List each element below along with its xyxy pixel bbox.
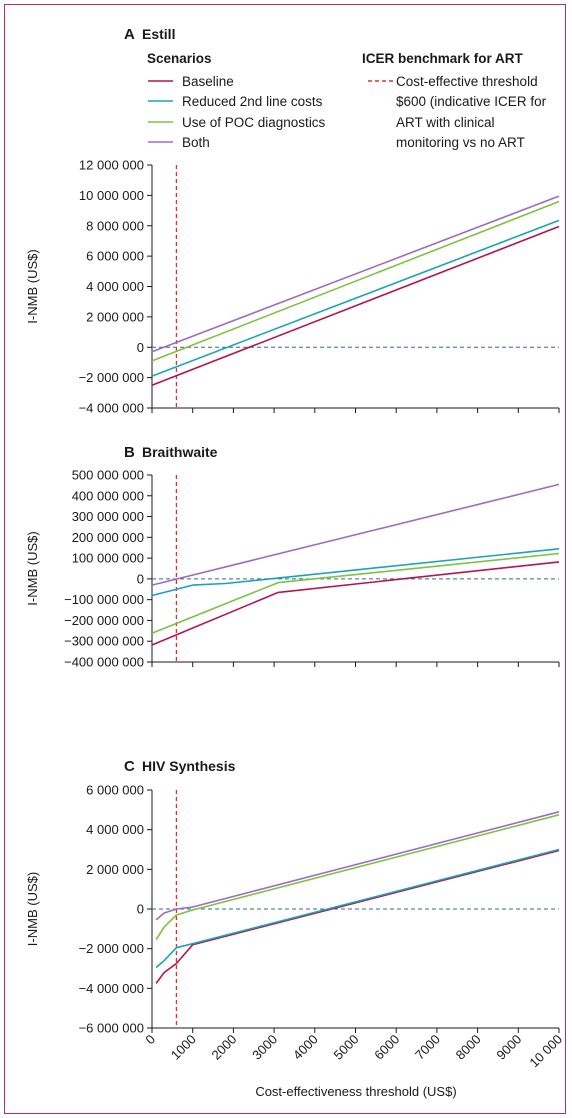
panel-a-series-use-of-poc-diagnostics <box>151 200 560 362</box>
chart-panel-c: −6 000 000 −4 000 000 −2 000 000 0 2 000 000… <box>25 783 560 1036</box>
panel-c-ytick-label: −2 000 000 <box>79 941 144 956</box>
x-tick-label: 5000 <box>331 1032 362 1063</box>
panel-a-ytick-label: 4 000 000 <box>86 279 144 294</box>
legend-label-poc: Use of POC diagnostics <box>182 115 326 130</box>
panel-b-series-use-of-poc-diagnostics <box>151 552 560 635</box>
panel-a-series-reduced-2nd-line-costs <box>151 219 560 377</box>
panel-a-y-axis-label: I-NMB (US$) <box>25 249 40 323</box>
panel-c-y-axis-label: I-NMB (US$) <box>25 872 40 946</box>
panel-c-header: C HIV Synthesis <box>124 758 236 775</box>
panel-b-ytick-label: −200 000 000 <box>64 613 144 628</box>
panel-b-series-baseline <box>151 561 560 646</box>
x-axis-tick-labels: 0 1000 2000 3000 4000 5000 6000 7000 8000 9000 10 … <box>142 1032 565 1071</box>
panel-b-y-axis-label: I-NMB (US$) <box>25 531 40 605</box>
x-tick-label: 9000 <box>493 1032 524 1063</box>
legend-scenarios-title: Scenarios <box>147 51 212 66</box>
legend: Scenarios Baseline Reduced 2nd line cost… <box>147 51 547 150</box>
legend-icer-line-2: $600 (indicative ICER for <box>396 94 547 109</box>
figure-frame <box>4 4 566 1114</box>
panel-a-series-baseline <box>151 225 560 386</box>
x-tick-label: 1000 <box>168 1032 199 1063</box>
panel-a-ytick-label: 6 000 000 <box>86 249 144 264</box>
panel-c-series-use-of-poc-diagnostics <box>155 814 560 941</box>
panel-b-ytick-label: 300 000 000 <box>72 509 144 524</box>
panel-a-series-both <box>151 195 560 353</box>
panel-c-ytick-label: −6 000 000 <box>79 1021 144 1036</box>
panel-c-ytick-label: 6 000 000 <box>86 783 144 798</box>
legend-icer-line-4: monitoring vs no ART <box>396 135 525 150</box>
panel-c-ytick-label: −4 000 000 <box>79 981 144 996</box>
panel-b-series-both <box>151 483 560 586</box>
panel-b-ytick-label: 100 000 000 <box>72 551 144 566</box>
panel-b-ytick-label: 200 000 000 <box>72 530 144 545</box>
panel-a-header: A Estill <box>124 26 175 43</box>
x-tick-label: 2000 <box>208 1032 239 1063</box>
panel-a-letter: A <box>124 26 135 43</box>
panel-c-ytick-label: 0 <box>137 902 144 917</box>
x-tick-label: 10 000 <box>526 1032 565 1071</box>
panel-b-ytick-label: 500 000 000 <box>72 468 144 483</box>
panel-a-ytick-label: −4 000 000 <box>79 401 144 416</box>
chart-panel-a: −4 000 000 −2 000 000 0 2 000 000 4 000 000 6… <box>25 158 560 416</box>
panel-a-title: Estill <box>142 26 175 42</box>
panel-c-title: HIV Synthesis <box>142 758 236 774</box>
legend-label-both: Both <box>182 135 210 150</box>
x-axis-label: Cost-effectiveness threshold (US$) <box>255 1084 456 1099</box>
panel-b-ytick-label: −400 000 000 <box>64 655 144 670</box>
legend-icer-line-1: Cost-effective threshold <box>396 74 538 89</box>
panel-a-ytick-label: 2 000 000 <box>86 309 144 324</box>
panel-b-ytick-label: 400 000 000 <box>72 488 144 503</box>
chart-panel-b: −400 000 000 −300 000 000 −200 000 000 −100… <box>25 468 560 670</box>
x-tick-label: 8000 <box>453 1032 484 1063</box>
legend-icer-line-3: ART with clinical <box>396 115 495 130</box>
panel-b-title: Braithwaite <box>142 444 218 460</box>
x-tick-label: 7000 <box>412 1032 443 1063</box>
panel-c-letter: C <box>124 758 135 775</box>
panel-c-ytick-label: 4 000 000 <box>86 822 144 837</box>
panel-a-ytick-label: 8 000 000 <box>86 218 144 233</box>
x-tick-label: 0 <box>142 1032 158 1048</box>
panel-b-header: B Braithwaite <box>124 444 218 461</box>
panel-b-ytick-label: −300 000 000 <box>64 634 144 649</box>
x-tick-label: 3000 <box>249 1032 280 1063</box>
panel-b-ytick-label: 0 <box>137 571 144 586</box>
panel-a-ytick-label: 10 000 000 <box>79 188 144 203</box>
panel-a-ytick-label: −2 000 000 <box>79 370 144 385</box>
panel-c-ytick-label: 2 000 000 <box>86 862 144 877</box>
x-tick-label: 6000 <box>371 1032 402 1063</box>
panel-c-series-baseline <box>155 849 560 984</box>
x-tick-label: 4000 <box>290 1032 321 1063</box>
panel-b-series-reduced-2nd-line-costs <box>151 548 560 597</box>
panel-a-ytick-label: 0 <box>137 340 144 355</box>
legend-label-baseline: Baseline <box>182 74 234 89</box>
panel-c-series-reduced-2nd-line-costs <box>155 848 560 969</box>
panel-b-letter: B <box>124 444 135 461</box>
panel-a-ytick-label: 12 000 000 <box>79 158 144 173</box>
panel-c-series-both <box>155 811 560 921</box>
panel-b-ytick-label: −100 000 000 <box>64 592 144 607</box>
legend-icer-title: ICER benchmark for ART <box>362 51 524 66</box>
legend-label-reduced-2nd-line: Reduced 2nd line costs <box>182 94 323 109</box>
